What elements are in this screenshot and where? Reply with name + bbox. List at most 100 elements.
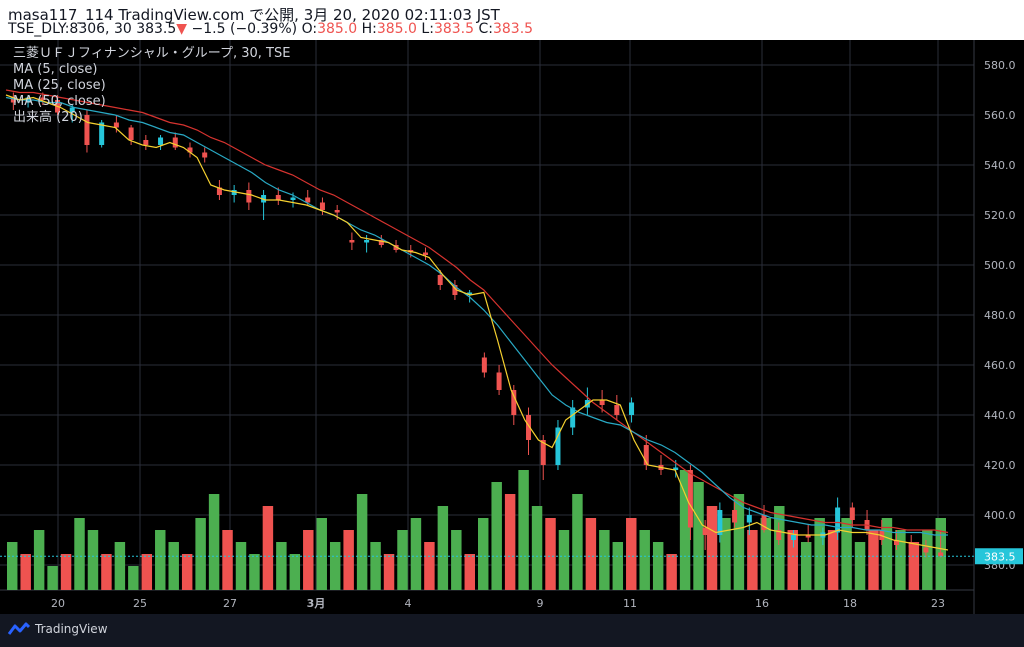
candle-body [938,552,944,557]
x-tick-label: 20 [51,597,65,610]
volume-bar [787,530,798,590]
volume-bar [572,494,583,590]
y-tick-label: 480.0 [984,309,1016,322]
volume-bar [881,518,893,590]
volume-bar [558,530,570,590]
volume-bar [518,470,529,590]
volume-bar [531,506,543,590]
volume-bar [383,554,395,590]
volume-bar [504,494,516,590]
candle-body [216,187,222,195]
volume-bar [800,542,812,590]
candle-body [305,197,311,203]
publish-info: masa117_114 TradingView.com で公開, 3月 20, … [8,6,500,24]
candle-body [481,357,487,373]
candle-body [128,127,134,140]
volume-bar [814,518,825,590]
x-tick-label: 9 [537,597,544,610]
tradingview-logo[interactable]: TradingView [8,622,108,636]
volume-bar [128,566,139,590]
candle-body [893,540,899,545]
volume-bar [33,530,45,590]
volume-bar [356,494,368,590]
volume-bar [868,530,879,590]
volume-bar [195,518,206,590]
candle-body [673,467,679,470]
price-change: −1.5 (−0.39%) [191,21,298,37]
footer-bar [0,614,1024,647]
volume-bar [720,518,731,590]
volume-bar [370,542,381,590]
chart-header: masa117_114 TradingView.com で公開, 3月 20, … [0,0,1024,40]
volume-bar [249,554,260,590]
volume-bar [47,566,58,590]
volume-bar [626,518,637,590]
last-price-badge [975,548,1023,565]
volume-bar [464,554,475,590]
volume-bar [827,530,839,590]
candle-body [717,510,723,535]
volume-bar [652,542,664,590]
volume-bar [222,530,233,590]
volume-bar [235,542,247,590]
price-chart-svg[interactable]: 380.0400.0420.0440.0460.0480.0500.0520.0… [0,40,1024,614]
x-tick-label: 27 [223,597,237,610]
candle-body [10,97,16,103]
candle-body [849,507,855,520]
volume-bar [410,518,422,590]
change-arrow-icon: ▼ [176,21,188,37]
chart-area[interactable]: 380.0 400.0 420.0 440.0 460.0 480.0 500.0 520.0… [0,40,1024,614]
legend-ma5[interactable]: MA (5, close) [13,62,98,77]
candle-body [172,137,178,148]
x-tick-label: 11 [623,597,637,610]
volume-bar [60,554,72,590]
y-tick-label: 580.0 [984,59,1016,72]
candle-body [231,190,237,195]
legend-symbol: 三菱ＵＦＪフィナンシャル・グループ, 30, TSE [13,46,291,61]
candle-body [614,405,620,415]
candle-body [908,545,914,548]
symbol-quote-line: TSE_DLY:8306, 30 383.5▼ −1.5 (−0.39%) O:… [8,21,533,37]
close-label: C: [478,21,493,37]
candle-body [790,535,796,540]
x-tick-label: 23 [931,597,945,610]
volume-bar [316,518,327,590]
chart-legend: 三菱ＵＦＪフィナンシャル・グループ, 30, TSE MA (5, close)… [13,46,290,126]
candle-body [290,197,296,200]
legend-ma50[interactable]: MA (50, close) [13,94,106,109]
candle-body [158,137,164,145]
candle-body [349,240,355,243]
candle-body [275,195,281,200]
volume-bar [612,542,624,590]
candle-body [187,147,193,153]
legend-volume[interactable]: 出来高 (20) [13,110,83,125]
y-tick-label: 500.0 [984,259,1016,272]
volume-bar [424,542,435,590]
candle-body [422,252,428,255]
y-tick-label: 420.0 [984,459,1016,472]
volume-bar [478,518,489,590]
volume-bar [908,542,920,590]
volume-bar [922,530,933,590]
volume-bar [706,506,718,590]
candle-body [84,115,90,145]
volume-bar [747,530,758,590]
ma50-line [5,89,949,534]
candle-body [540,440,546,465]
y-tick-label: 540.0 [984,159,1016,172]
open-value: 385.0 [317,21,358,37]
high-label: H: [361,21,377,37]
legend-ma25[interactable]: MA (25, close) [13,78,106,93]
candle-body [526,415,532,440]
volume-bar [20,554,31,590]
volume-bar [895,530,906,590]
last-price-label: 383.5 [984,550,1016,563]
volume-bar [329,542,341,590]
candle-body [570,407,576,428]
y-tick-label: 440.0 [984,409,1016,422]
candle-body [687,470,693,528]
volume-bar [774,506,785,590]
candle-body [246,190,252,203]
volume-bar [101,554,112,590]
candle-body [629,402,635,415]
